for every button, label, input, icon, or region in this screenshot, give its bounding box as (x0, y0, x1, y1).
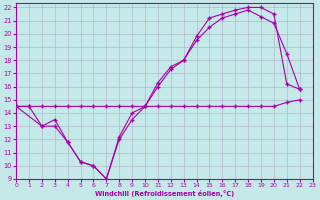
X-axis label: Windchill (Refroidissement éolien,°C): Windchill (Refroidissement éolien,°C) (95, 190, 234, 197)
